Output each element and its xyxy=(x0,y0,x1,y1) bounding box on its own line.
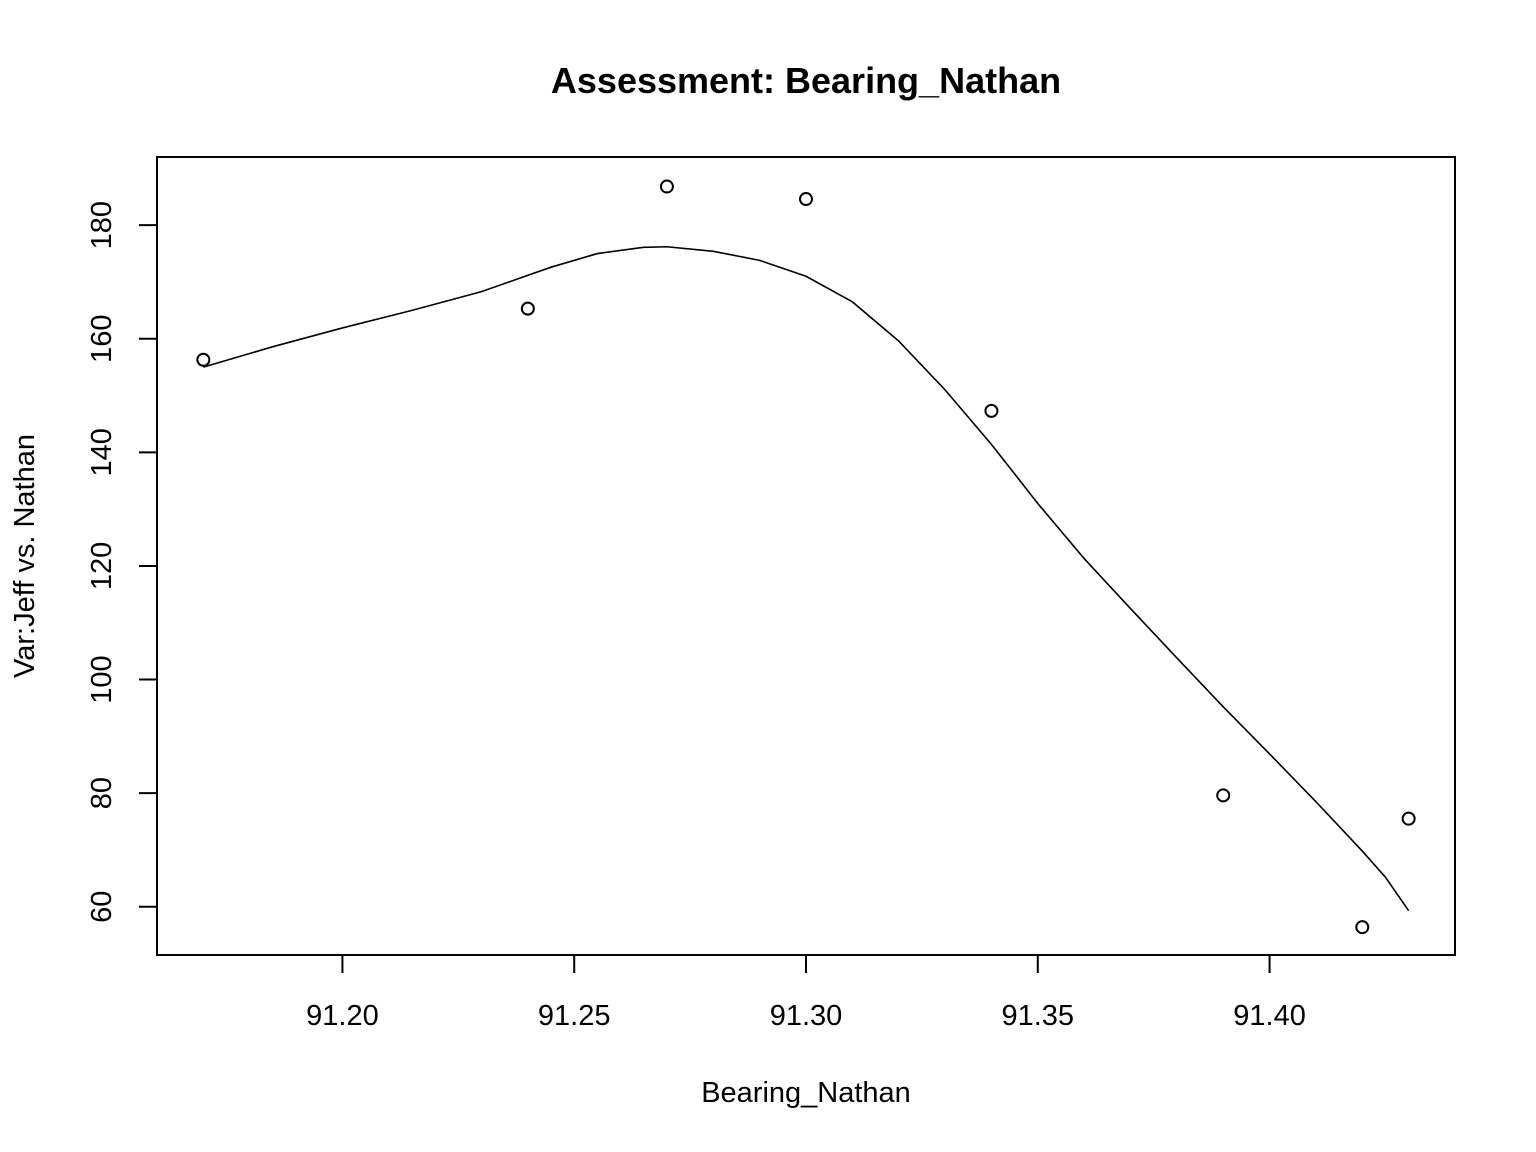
y-axis: 60 80 100 120 140 160 180 xyxy=(86,201,158,923)
x-tick-label: 91.20 xyxy=(306,1000,379,1032)
chart-title: Assessment: Bearing_Nathan xyxy=(551,60,1061,101)
data-point xyxy=(1355,920,1370,935)
data-point xyxy=(984,403,999,418)
y-tick-label: 80 xyxy=(86,777,118,809)
x-axis: 91.20 91.25 91.30 91.35 91.40 xyxy=(306,954,1306,1032)
y-tick-label: 60 xyxy=(86,891,118,923)
y-axis-label: Var:Jeff vs. Nathan xyxy=(9,434,41,678)
data-point xyxy=(659,179,674,194)
x-tick-label: 91.40 xyxy=(1233,1000,1306,1032)
y-tick-label: 180 xyxy=(86,201,118,249)
smooth-line xyxy=(203,245,1410,912)
data-point xyxy=(520,301,535,316)
data-point xyxy=(1216,788,1231,803)
x-tick-label: 91.25 xyxy=(538,1000,611,1032)
x-axis-label: Bearing_Nathan xyxy=(701,1077,911,1109)
y-tick-label: 100 xyxy=(86,655,118,703)
y-tick-label: 160 xyxy=(86,315,118,363)
x-tick-label: 91.30 xyxy=(770,1000,843,1032)
y-tick-label: 120 xyxy=(86,542,118,590)
y-tick-label: 140 xyxy=(86,428,118,476)
data-points xyxy=(196,179,1416,935)
data-point xyxy=(1401,811,1416,826)
data-point xyxy=(799,192,813,207)
x-tick-label: 91.35 xyxy=(1001,1000,1074,1032)
data-point xyxy=(196,352,211,367)
